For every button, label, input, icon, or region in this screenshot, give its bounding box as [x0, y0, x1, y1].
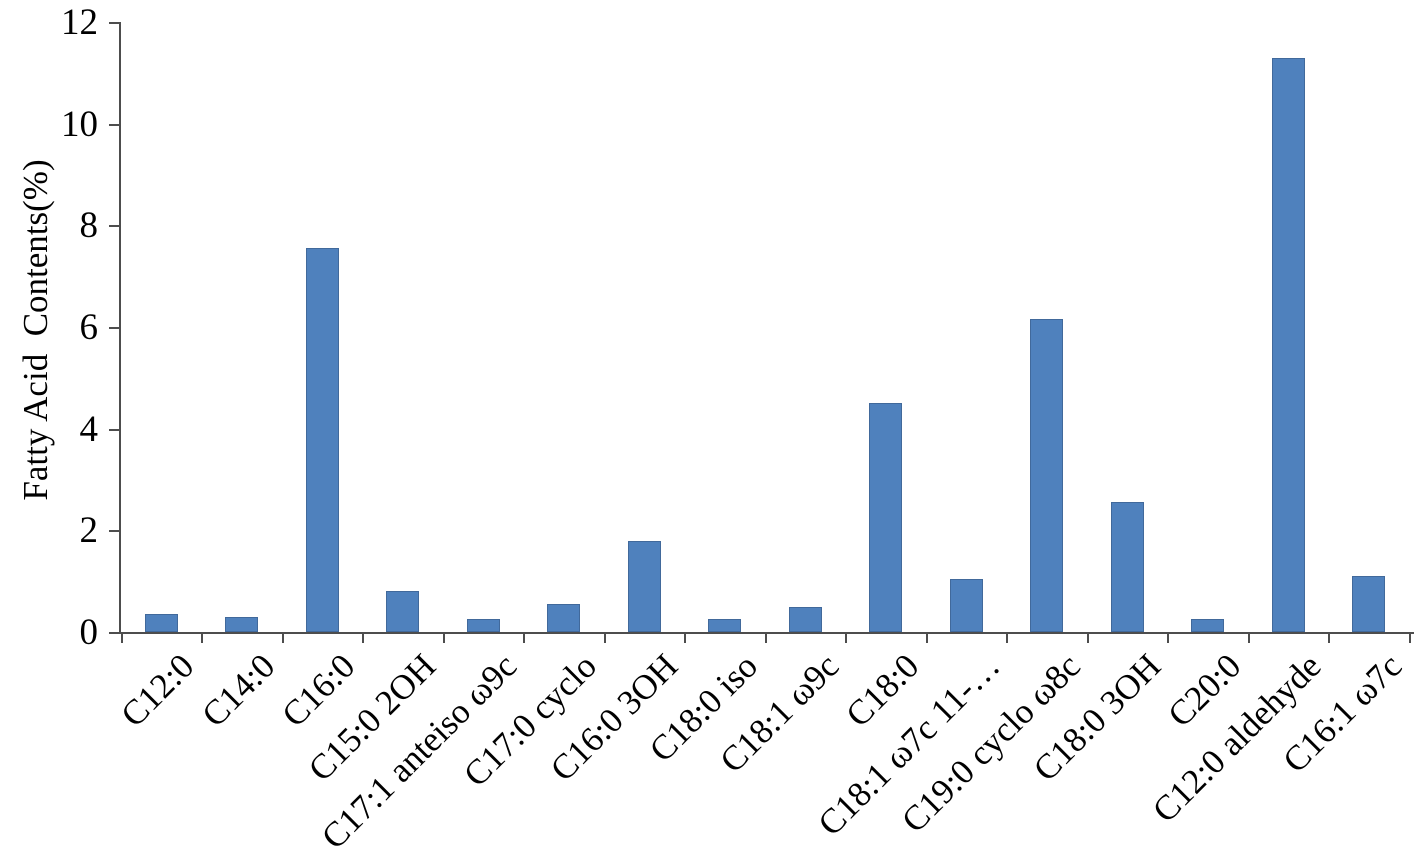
bar — [949, 578, 983, 632]
bar — [1352, 576, 1385, 632]
y-tick-mark — [109, 22, 119, 24]
bar — [1030, 319, 1063, 632]
x-tick-mark — [523, 634, 526, 643]
y-tick-label: 4 — [79, 408, 99, 450]
y-tick-label: 8 — [79, 205, 99, 247]
y-tick-mark — [109, 327, 119, 329]
x-axis-line — [113, 632, 1414, 634]
y-tick-mark — [109, 632, 119, 634]
x-tick-mark — [925, 634, 928, 643]
bar — [627, 540, 661, 632]
x-tick-mark — [603, 634, 606, 643]
x-category-label: C14:0 — [194, 646, 283, 735]
bar — [386, 591, 419, 632]
x-tick-mark — [442, 634, 445, 643]
bar — [466, 619, 500, 632]
y-axis-line — [119, 22, 121, 634]
bar — [225, 616, 258, 632]
x-tick-mark — [684, 634, 687, 643]
bar — [869, 403, 902, 632]
bar — [708, 619, 741, 632]
x-tick-mark — [764, 634, 767, 643]
x-tick-mark — [1408, 634, 1411, 643]
x-tick-mark — [201, 634, 204, 643]
bar — [547, 604, 580, 632]
bar — [305, 248, 339, 632]
y-tick-mark — [109, 225, 119, 228]
x-category-label: C12:0 — [113, 646, 202, 735]
y-tick-mark — [109, 530, 119, 533]
x-tick-mark — [120, 634, 123, 643]
x-tick-mark — [1328, 634, 1331, 643]
x-tick-mark — [281, 634, 284, 643]
x-tick-mark — [362, 634, 365, 643]
x-tick-mark — [845, 634, 848, 643]
y-tick-label: 6 — [79, 307, 99, 348]
y-tick-mark — [109, 123, 119, 126]
y-tick-mark — [109, 428, 119, 431]
bar — [788, 606, 822, 632]
bar — [1191, 619, 1224, 632]
y-tick-label: 0 — [79, 612, 99, 653]
y-tick-label: 2 — [79, 510, 99, 552]
x-tick-mark — [1006, 634, 1009, 643]
x-tick-mark — [1167, 634, 1170, 643]
bar — [1110, 502, 1144, 632]
bar — [1271, 57, 1305, 632]
y-tick-label: 10 — [61, 103, 98, 145]
x-tick-mark — [1247, 634, 1250, 643]
bar — [144, 614, 178, 632]
x-tick-mark — [1086, 634, 1089, 643]
y-tick-label: 12 — [61, 2, 98, 43]
